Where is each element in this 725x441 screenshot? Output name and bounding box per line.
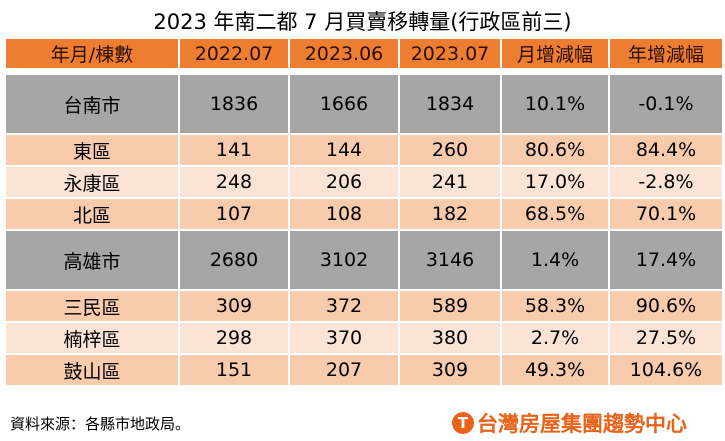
brand-logo: T 台灣房屋集團趨勢中心 <box>452 408 687 438</box>
data-cell: 104.6% <box>608 353 724 387</box>
header-row: 年月/棟數 2022.07 2023.06 2023.07 月增減幅 年增減幅 <box>4 37 724 70</box>
data-cell: 108 <box>288 197 400 231</box>
data-cell: 49.3% <box>500 353 610 387</box>
data-cell: 58.3% <box>500 289 610 323</box>
row-label: 東區 <box>4 133 180 167</box>
header-cell: 月增減幅 <box>500 37 610 70</box>
data-cell: 84.4% <box>608 133 724 167</box>
data-cell: 70.1% <box>608 197 724 231</box>
table-title: 2023 年南二都 7 月買賣移轉量(行政區前三) <box>153 10 572 34</box>
header-cell: 2022.07 <box>178 37 290 70</box>
header-cell: 2023.06 <box>288 37 400 70</box>
data-cell: 589 <box>398 289 502 323</box>
data-cell: 1836 <box>178 73 290 135</box>
row-label: 永康區 <box>4 165 180 199</box>
data-cell: 10.1% <box>500 73 610 135</box>
data-cell: 2.7% <box>500 321 610 355</box>
row-label: 三民區 <box>4 289 180 323</box>
data-cell: 27.5% <box>608 321 724 355</box>
data-cell: 3102 <box>288 229 400 291</box>
data-cell: 309 <box>398 353 502 387</box>
data-cell: 68.5% <box>500 197 610 231</box>
table-row: 三民區 309 372 589 58.3% 90.6% <box>4 289 724 323</box>
table-row: 北區 107 108 182 68.5% 70.1% <box>4 197 724 231</box>
row-label: 北區 <box>4 197 180 231</box>
table-row: 永康區 248 206 241 17.0% -2.8% <box>4 165 724 199</box>
data-cell: 2680 <box>178 229 290 291</box>
data-cell: 370 <box>288 321 400 355</box>
data-cell: 90.6% <box>608 289 724 323</box>
row-label: 楠梓區 <box>4 321 180 355</box>
data-cell: 17.4% <box>608 229 724 291</box>
data-cell: 260 <box>398 133 502 167</box>
row-label: 鼓山區 <box>4 353 180 387</box>
data-cell: 248 <box>178 165 290 199</box>
table-row: 東區 141 144 260 80.6% 84.4% <box>4 133 724 167</box>
header-cell: 2023.07 <box>398 37 502 70</box>
data-cell: 207 <box>288 353 400 387</box>
data-cell: 1834 <box>398 73 502 135</box>
row-label: 台南市 <box>4 73 180 135</box>
transfer-table: 年月/棟數 2022.07 2023.06 2023.07 月增減幅 年增減幅 台南市 183… <box>4 37 724 387</box>
data-cell: 107 <box>178 197 290 231</box>
data-cell: 1666 <box>288 73 400 135</box>
data-cell: 206 <box>288 165 400 199</box>
data-cell: 144 <box>288 133 400 167</box>
logo-text: 台灣房屋集團趨勢中心 <box>477 412 687 436</box>
table-row: 台南市 1836 1666 1834 10.1% -0.1% <box>4 73 724 135</box>
data-cell: 380 <box>398 321 502 355</box>
table-row: 高雄市 2680 3102 3146 1.4% 17.4% <box>4 229 724 291</box>
data-cell: 241 <box>398 165 502 199</box>
header-cell: 年增減幅 <box>608 37 724 70</box>
data-cell: 141 <box>178 133 290 167</box>
data-cell: 182 <box>398 197 502 231</box>
logo-t-icon: T <box>452 412 474 434</box>
data-cell: -2.8% <box>608 165 724 199</box>
data-cell: 151 <box>178 353 290 387</box>
data-cell: 1.4% <box>500 229 610 291</box>
row-label: 高雄市 <box>4 229 180 291</box>
data-cell: 309 <box>178 289 290 323</box>
table-row: 楠梓區 298 370 380 2.7% 27.5% <box>4 321 724 355</box>
data-cell: 3146 <box>398 229 502 291</box>
header-cell: 年月/棟數 <box>4 37 180 70</box>
data-cell: 372 <box>288 289 400 323</box>
table-row: 鼓山區 151 207 309 49.3% 104.6% <box>4 353 724 387</box>
data-cell: 298 <box>178 321 290 355</box>
data-cell: 80.6% <box>500 133 610 167</box>
source-note: 資料來源：各縣市地政局。 <box>10 415 191 433</box>
data-cell: -0.1% <box>608 73 724 135</box>
data-cell: 17.0% <box>500 165 610 199</box>
